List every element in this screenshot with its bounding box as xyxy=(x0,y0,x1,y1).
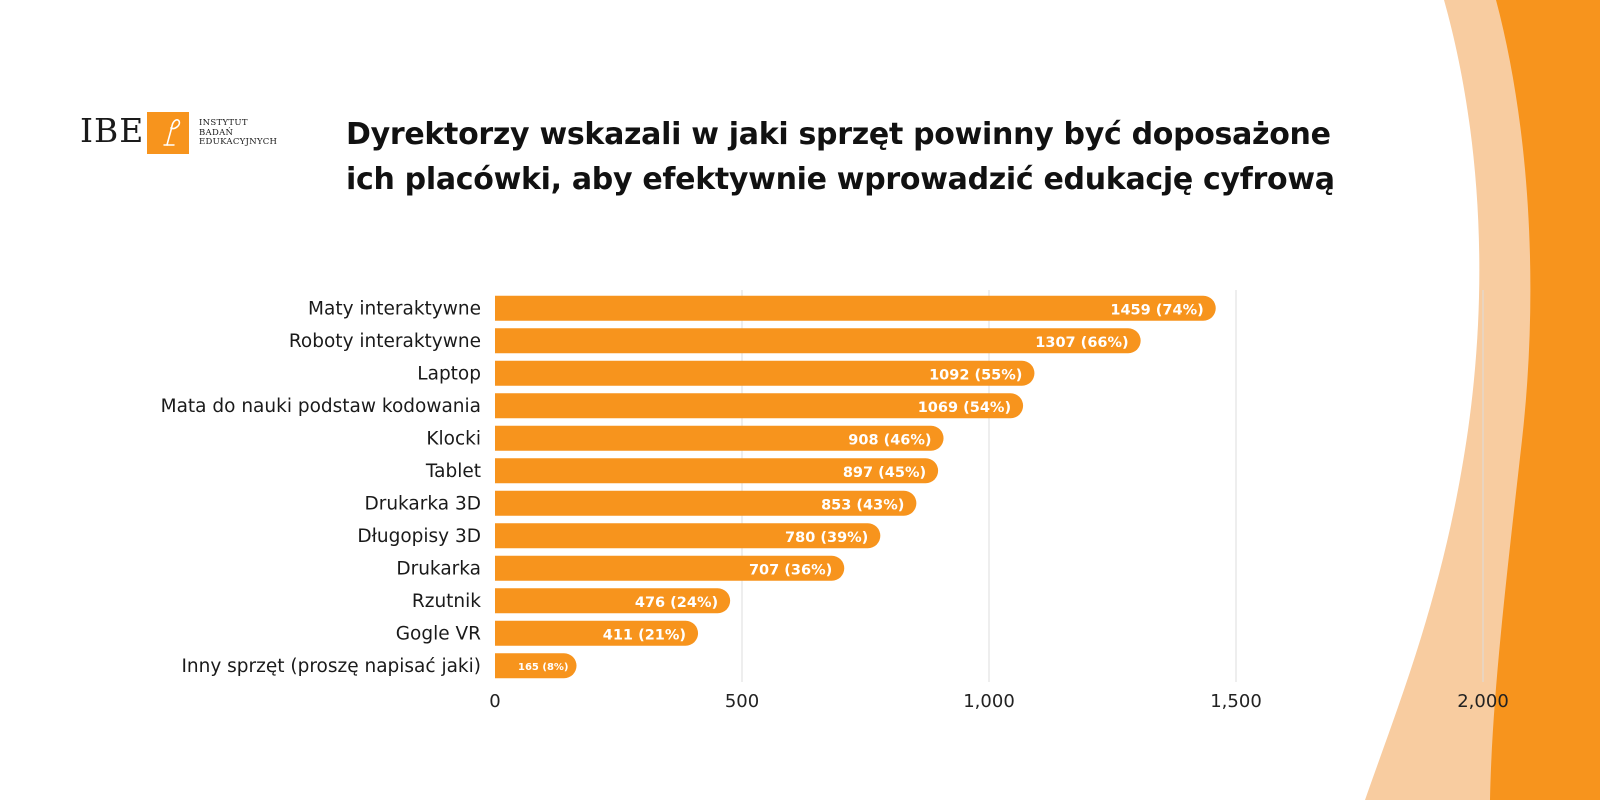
x-axis-ticks: 0 500 1,000 1,500 2,000 xyxy=(489,691,1508,712)
dark-orange-wave xyxy=(1490,0,1600,800)
logo-name-line: EDUKACYJNYCH xyxy=(199,137,278,147)
bar xyxy=(495,523,881,549)
bar-data-label: 1092 (55%) xyxy=(929,367,1022,383)
bar-data-label: 897 (45%) xyxy=(843,465,926,481)
bar xyxy=(495,490,917,516)
bar xyxy=(495,620,699,646)
category-label: Mata do nauki podstaw kodowania xyxy=(161,396,481,417)
gridlines xyxy=(741,290,1484,682)
bars: 1459 (74%) 1307 (66%) 1092 (55%) 1069 (54%)… xyxy=(495,295,1216,679)
category-label: Klocki xyxy=(426,428,481,449)
category-label: Tablet xyxy=(425,461,481,482)
bar-data-label: 476 (24%) xyxy=(635,595,718,611)
category-labels: Maty interaktywne Roboty interaktywne Lapt… xyxy=(161,298,482,677)
category-label: Inny sprzęt (proszę napisać jaki) xyxy=(181,656,481,677)
bar xyxy=(495,555,845,581)
bar xyxy=(495,393,1024,419)
x-tick-label: 500 xyxy=(725,691,759,712)
x-tick-label: 1,500 xyxy=(1210,691,1262,712)
bar xyxy=(495,328,1141,354)
category-label: Laptop xyxy=(417,363,481,384)
category-label: Gogle VR xyxy=(396,623,481,644)
bar xyxy=(495,588,731,614)
logo-abbreviation: IBE xyxy=(80,111,145,150)
category-label: Drukarka 3D xyxy=(364,493,481,514)
x-tick-label: 2,000 xyxy=(1457,691,1509,712)
bar-data-label: 853 (43%) xyxy=(821,497,904,513)
x-tick-label: 1,000 xyxy=(963,691,1015,712)
bar-data-label: 1307 (66%) xyxy=(1035,335,1128,351)
bar xyxy=(495,458,939,484)
category-label: Drukarka xyxy=(396,558,481,579)
bar-data-label: 1459 (74%) xyxy=(1110,302,1203,318)
bar-data-label: 1069 (54%) xyxy=(918,400,1011,416)
bar-data-label: 411 (21%) xyxy=(603,627,686,643)
bar-data-label: 908 (46%) xyxy=(848,432,931,448)
bar-data-label: 707 (36%) xyxy=(749,562,832,578)
category-label: Roboty interaktywne xyxy=(289,331,481,352)
chart-title: Dyrektorzy wskazali w jaki sprzęt powinn… xyxy=(346,112,1346,202)
category-label: Maty interaktywne xyxy=(308,298,481,319)
bar xyxy=(495,653,577,679)
logo-name-line: BADAŃ xyxy=(199,127,234,138)
logo-name-line: INSTYTUT xyxy=(199,118,248,128)
bar xyxy=(495,295,1216,321)
chart-title-line: Dyrektorzy wskazali w jaki sprzęt powinn… xyxy=(346,117,1331,152)
bar-data-label: 780 (39%) xyxy=(785,530,868,546)
bar xyxy=(495,425,944,451)
category-label: Długopisy 3D xyxy=(357,526,481,547)
ibe-i-icon xyxy=(147,112,189,154)
logo-institute-name: INSTYTUT BADAŃ EDUKACYJNYCH xyxy=(199,118,278,148)
bar-data-label: 165 (8%) xyxy=(518,662,568,673)
x-tick-label: 0 xyxy=(489,691,500,712)
chart-title-line: ich placówki, aby efektywnie wprowadzić … xyxy=(346,162,1335,197)
category-label: Rzutnik xyxy=(412,591,481,612)
bar xyxy=(495,360,1035,386)
